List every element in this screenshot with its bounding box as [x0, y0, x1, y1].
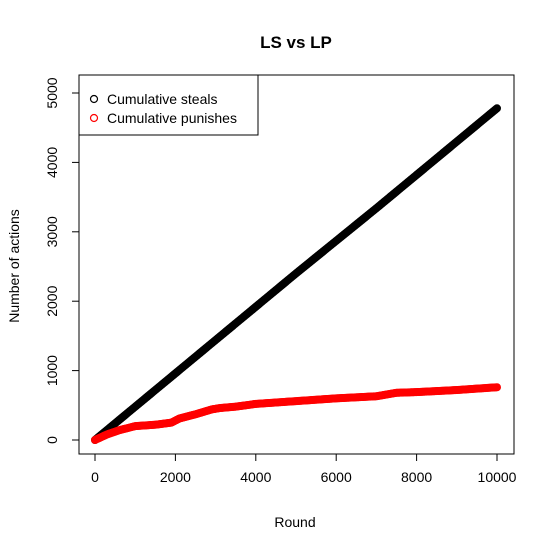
y-tick-label: 4000	[44, 147, 60, 178]
x-tick-label: 10000	[478, 469, 517, 485]
data-point	[493, 383, 502, 392]
legend-label-steals: Cumulative steals	[107, 91, 218, 107]
legend-marker-steals	[89, 94, 99, 104]
legend-marker-punishes	[89, 113, 99, 123]
y-axis-label: Number of actions	[6, 209, 22, 323]
x-axis: 0 2000 4000 6000 8000 10000	[91, 453, 517, 485]
data-point	[493, 104, 502, 113]
y-tick-label: 2000	[44, 285, 60, 316]
y-axis: 0 1000 2000 3000 4000 5000	[44, 77, 80, 444]
legend-label-punishes: Cumulative punishes	[107, 110, 237, 126]
y-tick-label: 5000	[44, 77, 60, 108]
series-layer	[90, 104, 502, 445]
legend-box	[78, 74, 259, 136]
x-axis-label: Round	[274, 514, 315, 530]
x-tick-label: 2000	[160, 469, 191, 485]
series-steals	[90, 104, 502, 445]
y-tick-label: 0	[44, 436, 60, 444]
x-tick-label: 6000	[321, 469, 352, 485]
x-tick-label: 4000	[240, 469, 271, 485]
chart-title: LS vs LP	[260, 33, 332, 52]
x-tick-label: 8000	[401, 469, 432, 485]
y-tick-label: 1000	[44, 355, 60, 386]
x-tick-label: 0	[91, 469, 99, 485]
legend: Cumulative steals Cumulative punishes	[78, 74, 259, 136]
series-punishes	[90, 383, 502, 445]
y-tick-label: 3000	[44, 216, 60, 247]
